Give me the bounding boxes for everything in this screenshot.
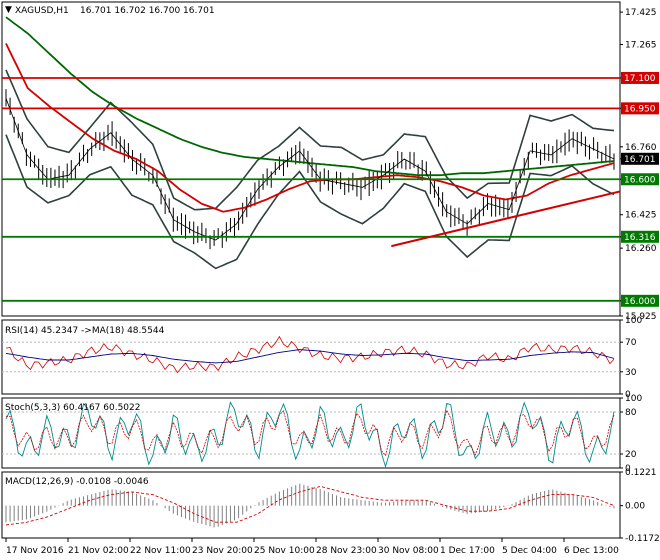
support-level-label: 16.000 [624, 297, 656, 307]
ma-slow-line [5, 16, 615, 177]
x-tick-label: 21 Nov 02:00 [68, 546, 129, 556]
x-tick-label: 5 Dec 04:00 [502, 546, 557, 556]
symbol-label: XAGUSD,H1 [15, 6, 69, 16]
rsi-frame [1, 319, 621, 395]
rsi-y-tick-label: 100 [625, 316, 642, 326]
ma-fast-line [5, 98, 615, 241]
current-price-label: 16.701 [624, 155, 656, 165]
x-tick-label: 1 Dec 17:00 [440, 546, 495, 556]
stoch-main-line [5, 401, 615, 469]
rsi-y-tick-label: 70 [625, 338, 637, 348]
price-y-tick-label: 16.425 [625, 211, 657, 221]
price-y-tick-label: 16.260 [625, 244, 657, 254]
stoch-y-tick-label: 100 [625, 394, 642, 404]
resistance-level-tag [621, 71, 659, 84]
ohlc-label: 16.701 16.702 16.700 16.701 [80, 6, 215, 16]
macd-signal-line [5, 485, 615, 526]
resistance-level-label: 17.100 [624, 74, 656, 84]
x-tick-label: 28 Nov 23:00 [316, 546, 377, 556]
macd-y-tick-label: 0.00 [625, 502, 645, 512]
price-panel: 17.425 17.265 16.760 16.425 16.260 15.925 17.1… [2, 8, 659, 322]
bollinger-lower-band [5, 134, 615, 270]
trendline [391, 190, 621, 248]
price-y-tick-label: 15.925 [625, 312, 657, 322]
support-level-tag [621, 173, 659, 186]
macd-y-tick-label: -0.1172 [625, 534, 660, 544]
x-axis: 17 Nov 2016 21 Nov 02:00 22 Nov 11:00 23 No… [5, 538, 619, 556]
rsi-panel: 100 70 30 0 [2, 316, 642, 400]
current-price-tag [621, 152, 659, 165]
stoch-y-tick-label: 80 [625, 408, 637, 418]
price-y-tick-label: 17.425 [625, 8, 657, 18]
price-y-tick-label: 17.265 [625, 41, 657, 51]
stoch-y-tick-label: 0 [625, 464, 631, 474]
dropdown-triangle-icon[interactable]: ▼ [5, 5, 12, 15]
support-level-label: 16.600 [624, 175, 656, 185]
x-tick-label: 6 Dec 13:00 [564, 546, 619, 556]
stoch-y-tick-label: 20 [625, 450, 637, 460]
x-tick-label: 17 Nov 2016 [6, 546, 64, 556]
x-tick-label: 22 Nov 11:00 [130, 546, 191, 556]
macd-y-tick-label: 0.1221 [625, 468, 657, 478]
resistance-level-tag [621, 102, 659, 115]
bollinger-upper-band [5, 69, 615, 211]
macd-panel: 0.1221 0.00 -0.1172 [5, 468, 660, 544]
x-tick-label: 30 Nov 08:00 [378, 546, 439, 556]
macd-title: MACD(12,26,9) -0.0108 -0.0046 [5, 477, 149, 487]
support-level-tag [621, 294, 659, 307]
stoch-title: Stoch(5,3,3) 60.4167 60.5022 [5, 403, 140, 413]
price-y-tick-label: 16.760 [625, 143, 657, 153]
rsi-y-tick-label: 30 [625, 368, 637, 378]
stoch-frame [1, 397, 621, 469]
support-level-tag [621, 230, 659, 243]
x-tick-label: 25 Nov 10:00 [254, 546, 315, 556]
ma-mid-line [5, 43, 615, 213]
stochastic-panel: 100 80 20 0 [2, 394, 642, 474]
macd-frame [1, 471, 621, 539]
support-level-label: 16.316 [624, 233, 656, 243]
rsi-ma-line [5, 349, 615, 364]
rsi-title: RSI(14) 45.2347 ->MA(18) 48.5544 [5, 326, 165, 336]
resistance-level-label: 16.950 [624, 104, 656, 114]
x-tick-label: 23 Nov 20:00 [192, 546, 253, 556]
rsi-y-tick-label: 0 [625, 390, 631, 400]
